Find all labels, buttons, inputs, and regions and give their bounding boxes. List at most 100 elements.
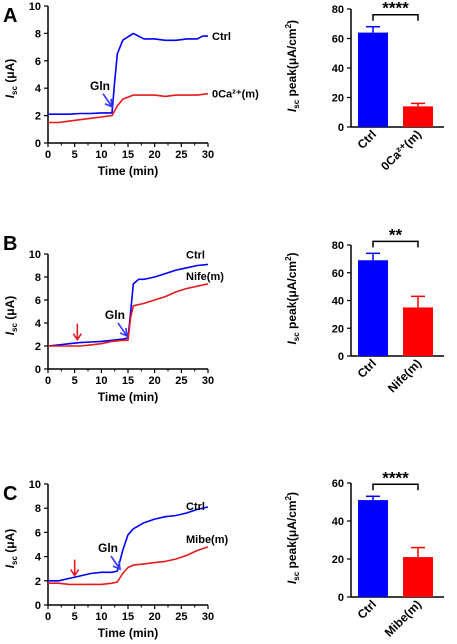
y-label-rest: peak(μA/cm	[285, 500, 299, 571]
x-axis-label: Time (min)	[98, 390, 158, 404]
annotation-arrow-head	[112, 561, 121, 571]
line-chart-a: 0 5 10 15 20 25 30 0 2 4 6 8 10 Time (min) Isc (μA) Ctr…	[3, 1, 259, 178]
y-tick-label: 0	[35, 364, 41, 376]
y-label-rest: (μA)	[3, 529, 17, 556]
series-line-1	[48, 92, 209, 124]
y-label-main: I	[3, 331, 17, 335]
category-label-0: Ctrl	[355, 356, 380, 381]
panel-letter-c: C	[3, 483, 17, 505]
y-label-sub: sc	[10, 556, 19, 565]
bar-1	[403, 106, 433, 127]
significance-bracket	[372, 240, 419, 248]
y-label-sub: sc	[10, 86, 19, 95]
y-axis-label: Isc (μA)	[3, 529, 19, 569]
y-axis-label: Isc peak(μA/cm2)	[284, 252, 301, 344]
x-tick-label: 5	[72, 149, 78, 161]
x-tick-label: 30	[202, 375, 214, 387]
y-tick-label: 60	[332, 268, 344, 280]
y-tick-label: 0	[338, 592, 344, 604]
x-tick-label: 10	[95, 149, 107, 161]
x-tick-label: 0	[45, 149, 51, 161]
annotation-arrow-shaft	[102, 93, 113, 108]
x-axis-label: Time (min)	[98, 164, 158, 178]
x-tick-label: 0	[45, 611, 51, 623]
y-label-main: I	[285, 580, 299, 584]
x-tick-label: 10	[95, 375, 107, 387]
significance-label: ****	[382, 468, 409, 487]
y-tick-label: 40	[332, 63, 344, 75]
x-tick-label: 15	[122, 611, 134, 623]
y-tick-label: 4	[35, 318, 42, 330]
y-label-sup: 2	[284, 23, 293, 28]
x-tick-label: 20	[149, 149, 161, 161]
significance-label: **	[389, 225, 403, 244]
series-line-1	[48, 546, 209, 586]
y-tick-label: 10	[29, 479, 41, 491]
series-label-0: Ctrl	[186, 249, 205, 261]
y-axis-label: Isc (μA)	[3, 296, 19, 336]
bar-0	[358, 500, 388, 597]
series-label-0: Ctrl	[212, 31, 231, 43]
y-tick-label: 6	[35, 56, 41, 68]
y-tick-label: 80	[332, 240, 344, 252]
y-label-rest: (μA)	[3, 59, 17, 86]
x-tick-label: 5	[72, 375, 78, 387]
significance-label: ****	[382, 0, 409, 18]
bar-chart-c: 0 20 40 60 Isc peak(μA/cm2) Ctrl Mibe(m) ****	[284, 468, 444, 640]
x-axis-label: Time (min)	[98, 626, 158, 640]
y-tick-label: 0	[35, 600, 41, 612]
y-tick-label: 20	[332, 323, 344, 335]
y-tick-label: 4	[35, 552, 42, 564]
x-tick-label: 15	[122, 375, 134, 387]
y-axis-label: Isc (μA)	[3, 59, 19, 99]
annotation-arrow-head	[119, 327, 128, 338]
red-marker-head	[70, 569, 80, 578]
y-tick-label: 0	[338, 351, 344, 363]
category-label-0: Ctrl	[355, 127, 380, 152]
y-tick-label: 2	[35, 341, 41, 353]
y-tick-label: 40	[332, 296, 344, 308]
y-tick-label: 60	[332, 34, 344, 46]
red-marker-head	[72, 333, 82, 342]
x-tick-label: 25	[175, 611, 187, 623]
y-tick-label: 40	[332, 516, 344, 528]
y-tick-label: 2	[35, 111, 41, 123]
series-line-0	[47, 263, 209, 347]
x-tick-label: 25	[175, 375, 187, 387]
series-label-1: 0Ca²⁺(m)	[212, 89, 259, 101]
bar-chart-a: 0 20 40 60 80 Isc peak(μA/cm2) Ctrl 0Ca²⁺(m) ***…	[284, 0, 444, 173]
panel-letter-a: A	[3, 5, 17, 27]
y-tick-label: 8	[35, 503, 41, 515]
annotation-label: Gln	[98, 541, 118, 555]
y-tick-label: 4	[35, 83, 42, 95]
x-tick-label: 10	[95, 611, 107, 623]
series-line-1	[48, 283, 209, 347]
annotation-arrow-shaft	[110, 555, 121, 570]
significance-bracket	[372, 13, 419, 21]
panel-letter-b: B	[3, 233, 17, 255]
series-line-0	[48, 506, 209, 582]
y-tick-label: 10	[29, 249, 41, 261]
line-chart-c: 0 5 10 15 20 25 30 0 2 4 6 8 10 Time (min) Isc (μA) Ctr…	[3, 479, 229, 640]
x-tick-label: 5	[72, 611, 78, 623]
bar-0	[358, 260, 388, 356]
annotation-label: Gln	[105, 308, 125, 322]
y-label-main: I	[3, 94, 17, 98]
x-tick-label: 15	[122, 149, 134, 161]
series-label-0: Ctrl	[186, 501, 205, 513]
y-label-sub: sc	[10, 323, 19, 332]
y-tick-label: 8	[35, 272, 41, 284]
y-tick-label: 0	[35, 138, 41, 150]
y-tick-label: 80	[332, 4, 344, 16]
category-label-1: Mibe(m)	[382, 597, 424, 639]
series-label-1: Mibe(m)	[186, 534, 229, 546]
y-tick-label: 20	[332, 93, 344, 105]
y-axis-label: Isc peak(μA/cm2)	[284, 492, 301, 584]
y-label-sub: sc	[292, 99, 301, 108]
y-tick-label: 20	[332, 554, 344, 566]
y-label-main: I	[285, 108, 299, 112]
x-tick-label: 20	[149, 611, 161, 623]
category-label-1: Nife(m)	[385, 356, 424, 395]
category-label-1: 0Ca²⁺(m)	[378, 127, 424, 173]
